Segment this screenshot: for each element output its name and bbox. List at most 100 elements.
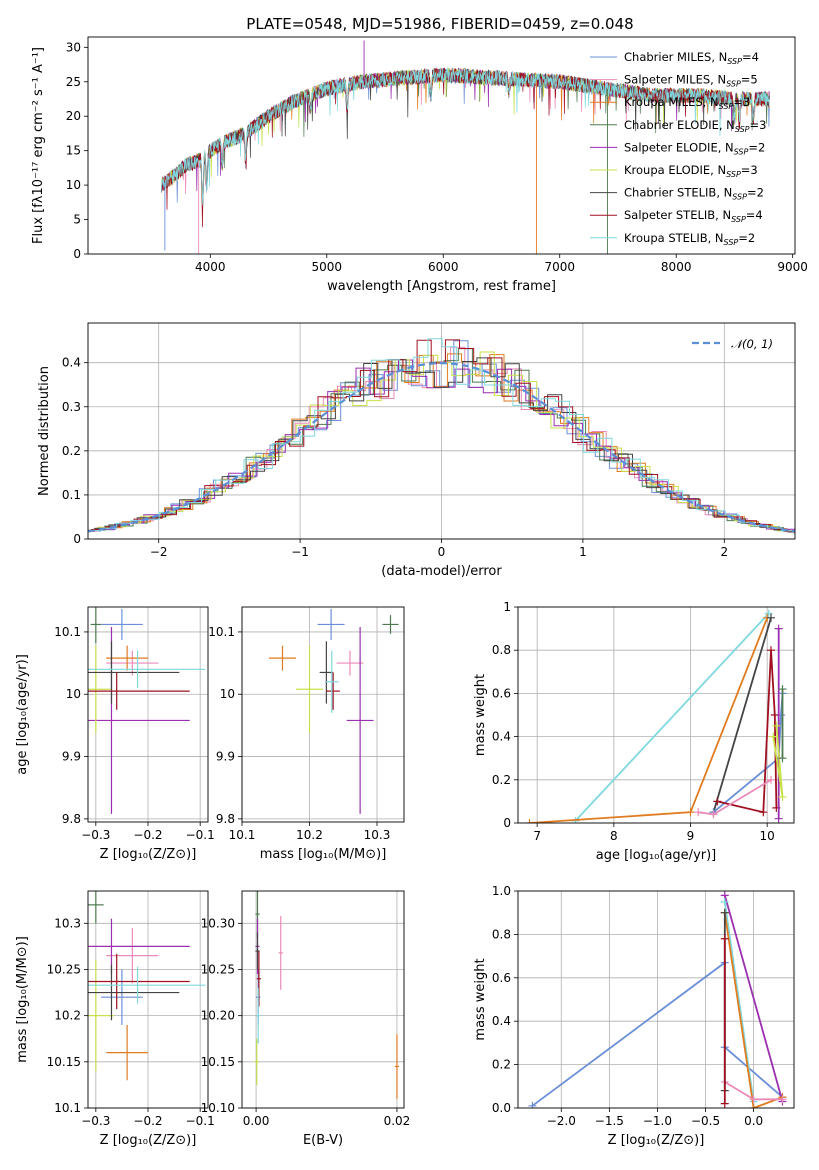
- y-tick-label: 20: [66, 109, 81, 123]
- age_vs_mass-frame: [241, 606, 405, 823]
- y-tick-label: 10.30: [201, 916, 235, 930]
- errorbar-chabrier-miles: [101, 608, 143, 641]
- errorbar-salpeter-miles: [106, 650, 159, 676]
- legend-entry-salpeter-elodie: Salpeter ELODIE, NSSP=2: [624, 140, 765, 156]
- x-tick-label: 7000: [544, 260, 575, 274]
- x-tick-label: 8: [610, 829, 618, 843]
- spectrum-line-kroupa-stelib: [161, 67, 770, 206]
- x-tick-label: 1: [579, 545, 587, 559]
- weight-marker: [767, 775, 775, 784]
- y-tick-label: 9.9: [216, 750, 235, 764]
- errorbar-chabrier-stelib: [88, 641, 180, 704]
- y-axis-label: age [log₁₀(age/yr)]: [15, 654, 30, 775]
- y-tick-label: 0.4: [62, 356, 81, 370]
- age_vs_Z-frame: [87, 606, 209, 823]
- y-tick-label: 0.3: [62, 400, 81, 414]
- age_vs_Z-panel: −0.3 −0.2 −0.1 9.8 9.9 10 10.1 Z [log₁₀(Z/Z⊙)] a…: [15, 606, 215, 862]
- y-tick-label: 30: [66, 40, 81, 54]
- mass_vs_Z-frame: [87, 890, 209, 1109]
- weight-marker: [749, 1104, 758, 1108]
- errorbar-kroupa-stelib: [88, 966, 206, 1004]
- weight-marker: [528, 1101, 537, 1108]
- errorbar-kroupa-elodie: [88, 645, 112, 733]
- spectrum-line-chabrier-miles: [161, 68, 770, 203]
- weight-marker: [759, 808, 768, 817]
- y-tick-label: 0.4: [492, 1014, 511, 1028]
- errorbar-kroupa-miles: [106, 645, 148, 671]
- weight-line-kroupa-miles: [723, 912, 783, 1108]
- weight-marker: [720, 908, 729, 917]
- weight_vs_Z-marks: [528, 891, 787, 1108]
- y-tick-label: 0.0: [492, 1101, 511, 1115]
- legend-entry-salpeter-stelib: Salpeter STELIB, NSSP=4: [624, 208, 763, 224]
- y-tick-label: 0: [73, 247, 81, 261]
- legend-entry-chabrier-miles: Chabrier MILES, NSSP=4: [624, 50, 759, 66]
- x-tick-label: 4000: [195, 260, 226, 274]
- weight-line-salpeter-elodie: [723, 895, 784, 1102]
- y-tick-label: 0: [73, 532, 81, 546]
- age_vs_Z-marks: [88, 607, 206, 814]
- x-tick-label: 10.2: [296, 828, 323, 842]
- weight_vs_Z-panel: −2.0 −1.5 −1.0 −0.5 0.0 0.0 0.2 0.4 0.6 0.8 1.0 Z […: [473, 884, 795, 1148]
- weight_vs_Z-plot-area: [518, 890, 794, 1109]
- weight-marker: [767, 646, 775, 655]
- errorbar-salpeter-miles: [336, 650, 364, 676]
- spectrum-panel: 4000 5000 6000 7000 8000 9000 0 5 10 15 20 25 30 wave…: [31, 36, 808, 294]
- errorbar-kroupa-elodie: [296, 645, 323, 733]
- x-axis-label: Z [log₁₀(Z/Z⊙)]: [100, 847, 197, 862]
- weight_vs_age-axes: 7 8 9 10 0 0.2 0.4 0.6 0.8 1 age [log₁₀(age/yr)] ma…: [473, 600, 795, 863]
- y-tick-label: 0.8: [492, 927, 511, 941]
- errorbar-chabrier-elodie: [382, 615, 399, 634]
- errorbar-kroupa-elodie: [254, 1038, 259, 1085]
- x-tick-label: 0: [438, 545, 446, 559]
- y-axis-label: Normed distribution: [37, 366, 52, 496]
- spectrum-line-kroupa-miles: [161, 67, 770, 203]
- y-axis-label: mass weight: [473, 674, 488, 756]
- age_vs_Z-axes: −0.3 −0.2 −0.1 9.8 9.9 10 10.1 Z [log₁₀(Z/Z⊙)] a…: [15, 606, 215, 862]
- y-tick-label: 10.20: [201, 1009, 235, 1023]
- weight-line-chabrier-stelib: [712, 617, 772, 813]
- errorbar-kroupa-miles: [269, 645, 296, 671]
- y-axis-label: mass [log₁₀(M/M⊙)]: [15, 936, 30, 1063]
- mass_vs_EBV-frame: [241, 890, 405, 1109]
- mass_vs_EBV-marks: [254, 891, 400, 1099]
- errorbar-kroupa-miles: [394, 1034, 400, 1099]
- x-tick-label: 0.02: [384, 1114, 411, 1128]
- weight-marker: [713, 797, 722, 806]
- x-tick-label: −0.1: [186, 1114, 215, 1128]
- y-tick-label: 5: [73, 213, 81, 227]
- y-tick-label: 10: [220, 687, 235, 701]
- weight-line-salpeter-miles: [698, 779, 772, 816]
- x-tick-label: 5000: [311, 260, 342, 274]
- x-tick-label: 9: [687, 829, 695, 843]
- x-axis-label: Z [log₁₀(Z/Z⊙)]: [608, 1133, 705, 1148]
- spectrum-legend: Chabrier MILES, NSSP=4 Salpeter MILES, NS…: [590, 50, 766, 247]
- mass_vs_EBV-axes: 0.00 0.02 10.10 10.15 10.20 10.25 10.30 E(B-V): [201, 890, 411, 1148]
- errorbar-chabrier-stelib: [319, 641, 334, 704]
- y-tick-label: 9.8: [62, 812, 81, 826]
- x-tick-label: 8000: [661, 260, 692, 274]
- y-tick-label: 10.25: [47, 962, 81, 976]
- y-tick-label: 15: [66, 144, 81, 158]
- errorbar-kroupa-stelib: [325, 650, 339, 713]
- y-tick-label: 0.8: [492, 643, 511, 657]
- errorbar-salpeter-stelib: [256, 951, 262, 1007]
- x-tick-label: 7: [533, 829, 541, 843]
- errorbar-salpeter-stelib: [88, 953, 190, 1010]
- errorbar-chabrier-elodie: [90, 607, 102, 644]
- x-tick-label: 10: [760, 829, 775, 843]
- y-tick-label: 0: [503, 816, 511, 830]
- y-tick-label: 10.1: [208, 625, 235, 639]
- weight-marker: [772, 721, 781, 730]
- y-tick-label: 10.3: [54, 916, 81, 930]
- weight-marker: [525, 819, 534, 823]
- y-tick-label: 0.6: [492, 686, 511, 700]
- errorbar-salpeter-miles: [278, 915, 283, 990]
- weight-line-kroupa-stelib: [723, 901, 755, 1102]
- x-tick-label: 9000: [777, 260, 808, 274]
- x-tick-label: −0.2: [133, 828, 162, 842]
- errorbar-chabrier-miles: [101, 969, 143, 1025]
- age_vs_mass-axes: 10.1 10.2 10.3 9.8 9.9 10 10.1 mass [log₁₀(M/M⊙…: [208, 606, 405, 862]
- weight-marker: [764, 609, 773, 618]
- y-tick-label: 1: [503, 600, 511, 614]
